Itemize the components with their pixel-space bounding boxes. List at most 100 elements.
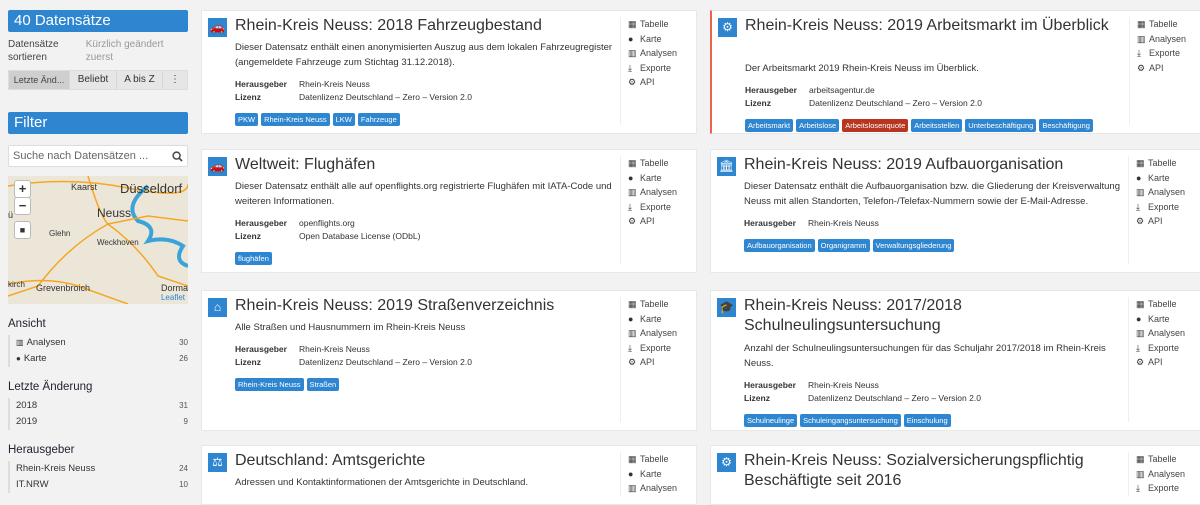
tag[interactable]: Beschäftigung bbox=[1039, 119, 1093, 132]
dataset-card[interactable]: ⚙ Rhein-Kreis Neuss: 2019 Arbeitsmarkt i… bbox=[710, 10, 1200, 134]
action-tabelle[interactable]: ▦ Tabelle bbox=[628, 17, 677, 32]
dataset-title[interactable]: Weltweit: Flughäfen bbox=[235, 156, 376, 173]
tag[interactable]: Schulneulinge bbox=[744, 414, 798, 427]
action-karte[interactable]: ● Karte bbox=[628, 32, 677, 47]
tag[interactable]: Organigramm bbox=[817, 239, 870, 252]
map-zoom-out-button[interactable]: − bbox=[14, 197, 31, 215]
tag[interactable]: PKW bbox=[235, 113, 259, 126]
tag[interactable]: Arbeitsmarkt bbox=[745, 119, 794, 132]
sort-alphabetical-button[interactable]: A bis Z bbox=[117, 71, 163, 89]
action-analysen[interactable]: ▥ Analysen bbox=[628, 326, 677, 341]
filter-map[interactable]: + − ■ Kaarst Düsseldorf Neuss Glehn Weck… bbox=[8, 176, 188, 304]
filter-item[interactable]: ▥ Analysen 30 bbox=[16, 335, 188, 351]
tag[interactable]: Verwaltungsgliederung bbox=[872, 239, 955, 252]
filter-list: ▥ Analysen 30 ● Karte 26 bbox=[8, 335, 188, 367]
action-label: Tabelle bbox=[1149, 19, 1178, 29]
filter-item-count: 26 bbox=[179, 354, 188, 363]
action-analysen[interactable]: ▥ Analysen bbox=[628, 185, 677, 200]
action-analysen[interactable]: ▥ Analysen bbox=[1136, 467, 1185, 482]
license-label: Lizenz bbox=[235, 92, 261, 102]
action-exporte[interactable]: ⤓ Exporte bbox=[628, 341, 677, 356]
institution-icon: 🏛 bbox=[717, 157, 736, 176]
globe-icon: ● bbox=[628, 313, 634, 324]
search-input[interactable]: Suche nach Datensätzen ... bbox=[8, 145, 188, 167]
dataset-title[interactable]: Rhein-Kreis Neuss: 2018 Fahrzeugbestand bbox=[235, 17, 542, 34]
action-api[interactable]: ⚙ API bbox=[1137, 61, 1186, 76]
map-zoom-in-button[interactable]: + bbox=[14, 180, 31, 198]
action-karte[interactable]: ● Karte bbox=[628, 312, 677, 327]
tag[interactable]: Rhein-Kreis Neuss bbox=[235, 378, 304, 391]
map-label: Kaarst bbox=[71, 182, 98, 192]
action-analysen[interactable]: ▥ Analysen bbox=[1136, 326, 1185, 341]
filter-item[interactable]: IT.NRW 10 bbox=[16, 477, 188, 493]
dataset-card[interactable]: 🏛 Rhein-Kreis Neuss: 2019 Aufbauorganisa… bbox=[710, 149, 1200, 273]
action-exporte[interactable]: ⤓ Exporte bbox=[1136, 200, 1185, 215]
action-analysen[interactable]: ▥ Analysen bbox=[628, 481, 677, 496]
filter-item[interactable]: 2018 31 bbox=[16, 398, 188, 414]
filter-item[interactable]: 2019 9 bbox=[16, 414, 188, 430]
dataset-card[interactable]: 🎓 Rhein-Kreis Neuss: 2017/2018 Schulneul… bbox=[710, 290, 1200, 431]
map-draw-button[interactable]: ■ bbox=[14, 221, 31, 239]
action-api[interactable]: ⚙ API bbox=[628, 214, 677, 229]
search-icon[interactable] bbox=[172, 150, 183, 162]
action-karte[interactable]: ● Karte bbox=[628, 171, 677, 186]
publisher-row: Herausgeber Rhein-Kreis Neuss bbox=[235, 343, 613, 356]
dataset-card[interactable]: 🚗 Rhein-Kreis Neuss: 2018 Fahrzeugbestan… bbox=[201, 10, 697, 134]
action-tabelle[interactable]: ▦ Tabelle bbox=[628, 156, 677, 171]
tag[interactable]: Fahrzeuge bbox=[357, 113, 400, 126]
action-karte[interactable]: ● Karte bbox=[1136, 171, 1185, 186]
action-tabelle[interactable]: ▦ Tabelle bbox=[628, 297, 677, 312]
tag[interactable]: Arbeitsstellen bbox=[911, 119, 963, 132]
action-karte[interactable]: ● Karte bbox=[1136, 312, 1185, 327]
dataset-title[interactable]: Rhein-Kreis Neuss: Sozialversicherungspf… bbox=[744, 452, 1084, 489]
action-tabelle[interactable]: ▦ Tabelle bbox=[1136, 297, 1185, 312]
action-analysen[interactable]: ▥ Analysen bbox=[1137, 32, 1186, 47]
sort-more-button[interactable]: ⋮ bbox=[170, 74, 180, 85]
dataset-card[interactable]: ⚖ Deutschland: Amtsgerichte Adressen und… bbox=[201, 445, 697, 505]
tag-list: flughäfen bbox=[235, 252, 613, 265]
map-attribution-link[interactable]: Leaflet bbox=[160, 293, 185, 302]
action-tabelle[interactable]: ▦ Tabelle bbox=[628, 452, 677, 467]
action-api[interactable]: ⚙ API bbox=[1136, 214, 1185, 229]
tag[interactable]: LKW bbox=[332, 113, 355, 126]
action-tabelle[interactable]: ▦ Tabelle bbox=[1136, 452, 1185, 467]
tag[interactable]: Straßen bbox=[306, 378, 340, 391]
action-exporte[interactable]: ⤓ Exporte bbox=[1136, 341, 1185, 356]
dataset-title[interactable]: Rhein-Kreis Neuss: 2017/2018 Schulneulin… bbox=[744, 297, 962, 334]
action-exporte[interactable]: ⤓ Exporte bbox=[628, 200, 677, 215]
sort-popular-button[interactable]: Beliebt bbox=[70, 71, 117, 89]
tag[interactable]: Arbeitslose bbox=[796, 119, 840, 132]
tag[interactable]: flughäfen bbox=[235, 252, 272, 265]
dataset-title[interactable]: Rhein-Kreis Neuss: 2019 Straßenverzeichn… bbox=[235, 297, 555, 314]
dataset-card[interactable]: 🚗 Weltweit: Flughäfen Dieser Datensatz e… bbox=[201, 149, 697, 273]
globe-icon: ● bbox=[16, 354, 21, 363]
dataset-title[interactable]: Deutschland: Amtsgerichte bbox=[235, 452, 426, 469]
bar-chart-icon: ▥ bbox=[16, 338, 24, 347]
map-label: Dormag bbox=[161, 283, 188, 293]
tag[interactable]: Aufbauorganisation bbox=[744, 239, 815, 252]
action-api[interactable]: ⚙ API bbox=[628, 75, 677, 90]
tag[interactable]: Rhein-Kreis Neuss bbox=[261, 113, 330, 126]
tag[interactable]: Schuleingangsuntersuchung bbox=[800, 414, 901, 427]
action-tabelle[interactable]: ▦ Tabelle bbox=[1137, 17, 1186, 32]
action-exporte[interactable]: ⤓ Exporte bbox=[628, 61, 677, 76]
dataset-title[interactable]: Rhein-Kreis Neuss: 2019 Aufbauorganisati… bbox=[744, 156, 1064, 173]
action-api[interactable]: ⚙ API bbox=[1136, 355, 1185, 370]
dataset-card[interactable]: ⌂ Rhein-Kreis Neuss: 2019 Straßenverzeic… bbox=[201, 290, 697, 431]
tag[interactable]: Arbeitslosenquote bbox=[842, 119, 909, 132]
sort-last-modified-button[interactable]: Letzte Änd... bbox=[9, 71, 70, 89]
filter-item[interactable]: ● Karte 26 bbox=[16, 351, 188, 367]
table-icon: ▦ bbox=[628, 19, 637, 29]
dataset-title[interactable]: Rhein-Kreis Neuss: 2019 Arbeitsmarkt im … bbox=[745, 17, 1109, 34]
action-exporte[interactable]: ⤓ Exporte bbox=[1136, 481, 1185, 496]
action-analysen[interactable]: ▥ Analysen bbox=[628, 46, 677, 61]
tag[interactable]: Unterbeschäftigung bbox=[965, 119, 1037, 132]
dataset-card[interactable]: ⚙ Rhein-Kreis Neuss: Sozialversicherungs… bbox=[710, 445, 1200, 505]
action-tabelle[interactable]: ▦ Tabelle bbox=[1136, 156, 1185, 171]
action-karte[interactable]: ● Karte bbox=[628, 467, 677, 482]
action-api[interactable]: ⚙ API bbox=[628, 355, 677, 370]
tag[interactable]: Einschulung bbox=[903, 414, 951, 427]
filter-item[interactable]: Rhein-Kreis Neuss 24 bbox=[16, 461, 188, 477]
action-exporte[interactable]: ⤓ Exporte bbox=[1137, 46, 1186, 61]
action-analysen[interactable]: ▥ Analysen bbox=[1136, 185, 1185, 200]
